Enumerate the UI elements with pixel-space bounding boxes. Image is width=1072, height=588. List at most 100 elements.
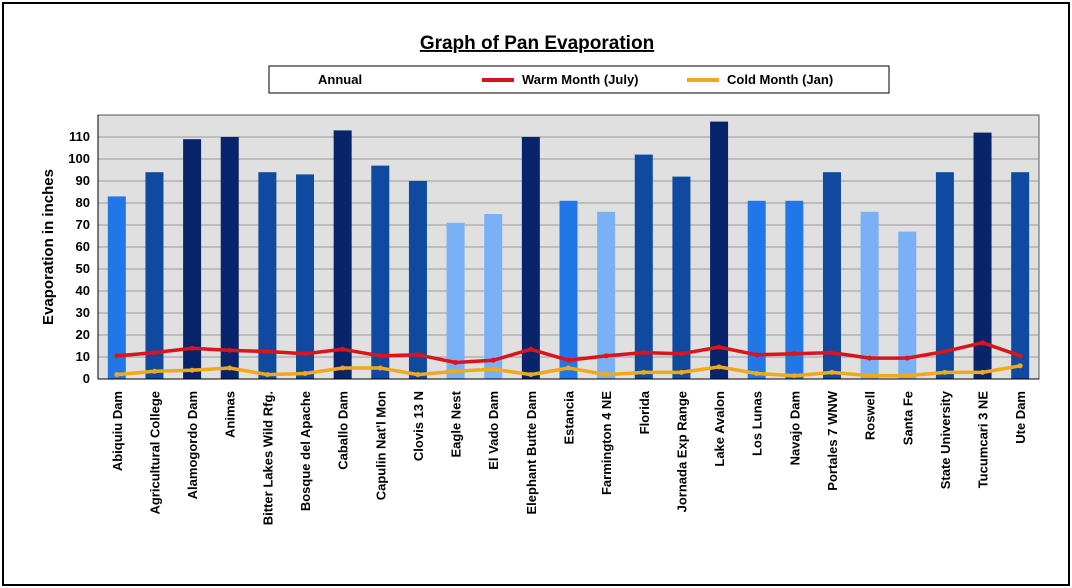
x-tick-labels: Abiquiu Dam Agricultural College Alamogord… bbox=[110, 390, 1028, 525]
point-warm-month bbox=[566, 357, 571, 363]
y-axis-label: Evaporation in inches bbox=[40, 169, 57, 325]
y-tick-label: 90 bbox=[76, 173, 90, 188]
point-warm-month bbox=[754, 352, 760, 358]
pan-evaporation-chart: Graph of Pan Evaporation Annual Warm Mon… bbox=[40, 33, 1040, 525]
bar-annual bbox=[408, 181, 427, 379]
point-cold-month bbox=[603, 372, 609, 378]
legend-label-warm: Warm Month (July) bbox=[522, 72, 639, 87]
bar-annual bbox=[446, 222, 465, 379]
point-warm-month bbox=[264, 349, 270, 354]
point-warm-month bbox=[453, 360, 459, 365]
point-warm-month bbox=[302, 351, 308, 357]
x-tick-label: Los Lunas bbox=[750, 391, 765, 456]
x-tick-label: Eagle Nest bbox=[449, 390, 464, 457]
point-cold-month bbox=[189, 367, 195, 373]
x-tick-label: Ute Dam bbox=[1013, 391, 1028, 444]
point-warm-month bbox=[1017, 353, 1023, 359]
x-tick-label: Lake Avalon bbox=[712, 391, 727, 467]
x-tick-label: Portales 7 WNW bbox=[825, 390, 840, 490]
x-tick-label: Estancia bbox=[562, 390, 577, 444]
bar-annual bbox=[935, 172, 954, 379]
bar-annual bbox=[484, 214, 503, 379]
point-cold-month bbox=[490, 366, 496, 372]
point-warm-month bbox=[490, 357, 496, 363]
point-cold-month bbox=[566, 365, 571, 371]
point-cold-month bbox=[340, 365, 346, 371]
bar-annual bbox=[220, 137, 239, 379]
point-cold-month bbox=[754, 371, 760, 376]
point-cold-month bbox=[415, 372, 421, 378]
bar-annual bbox=[145, 172, 164, 379]
bar-annual bbox=[898, 231, 917, 379]
bar-annual bbox=[183, 139, 202, 379]
legend-label-annual: Annual bbox=[318, 72, 362, 87]
point-warm-month bbox=[904, 355, 910, 361]
y-tick-label: 110 bbox=[69, 129, 90, 144]
point-warm-month bbox=[603, 353, 609, 359]
legend-label-cold: Cold Month (Jan) bbox=[727, 72, 833, 87]
point-cold-month bbox=[904, 373, 910, 379]
y-tick-label: 50 bbox=[76, 261, 90, 276]
point-cold-month bbox=[114, 372, 120, 378]
bar-annual bbox=[634, 154, 653, 379]
point-warm-month bbox=[151, 350, 157, 356]
y-tick-label: 0 bbox=[83, 371, 90, 386]
point-cold-month bbox=[678, 369, 684, 375]
point-warm-month bbox=[980, 340, 986, 346]
bar-annual bbox=[710, 121, 729, 379]
x-tick-label: Alamogordo Dam bbox=[185, 391, 200, 499]
x-tick-label: Tucumcari 3 NE bbox=[976, 391, 991, 489]
x-tick-label: Jornada Exp Range bbox=[674, 391, 689, 512]
x-tick-label: Elephant Butte Dam bbox=[524, 391, 539, 515]
x-tick-label: Bosque del Apache bbox=[298, 391, 313, 511]
point-warm-month bbox=[641, 350, 647, 356]
point-cold-month bbox=[641, 369, 647, 375]
point-cold-month bbox=[151, 368, 157, 374]
point-warm-month bbox=[678, 351, 684, 357]
point-cold-month bbox=[942, 369, 948, 375]
x-tick-label: Clovis 13 N bbox=[411, 391, 426, 461]
x-tick-label: Farmington 4 NE bbox=[599, 391, 614, 495]
point-warm-month bbox=[114, 353, 120, 359]
point-warm-month bbox=[942, 349, 948, 354]
bar-annual bbox=[973, 132, 992, 379]
x-tick-label: Agricultural College bbox=[147, 391, 162, 515]
point-warm-month bbox=[867, 355, 873, 361]
y-tick-label: 40 bbox=[76, 283, 90, 298]
bar-annual bbox=[559, 200, 578, 379]
point-cold-month bbox=[302, 371, 308, 376]
x-tick-label: Santa Fe bbox=[900, 391, 915, 445]
point-cold-month bbox=[453, 368, 459, 374]
bar-annual bbox=[672, 176, 691, 379]
point-warm-month bbox=[716, 344, 722, 350]
point-cold-month bbox=[980, 369, 986, 375]
bar-annual bbox=[822, 172, 841, 379]
x-tick-label: Caballo Dam bbox=[336, 391, 351, 470]
point-cold-month bbox=[377, 365, 383, 371]
y-tick-label: 30 bbox=[76, 305, 90, 320]
point-warm-month bbox=[340, 346, 346, 352]
x-tick-label: Roswell bbox=[863, 391, 878, 440]
line-series bbox=[114, 340, 1023, 379]
x-tick-label: Animas bbox=[223, 391, 238, 438]
y-tick-label: 80 bbox=[76, 195, 90, 210]
bar-annual bbox=[371, 165, 390, 379]
y-tick-labels: 0 10 20 30 40 50 60 70 80 90 100 110 bbox=[68, 129, 90, 386]
point-cold-month bbox=[791, 373, 797, 379]
point-warm-month bbox=[189, 345, 195, 351]
bar-annual bbox=[747, 200, 766, 379]
bar-annual bbox=[296, 174, 315, 379]
legend: Annual Warm Month (July) Cold Month (Jan… bbox=[268, 65, 890, 94]
x-tick-label: El Vado Dam bbox=[486, 391, 501, 470]
bar-annual bbox=[333, 130, 352, 379]
y-tick-label: 20 bbox=[76, 327, 90, 342]
bars bbox=[107, 121, 1030, 379]
point-cold-month bbox=[264, 372, 270, 378]
bar-annual bbox=[1011, 172, 1030, 379]
y-tick-label: 100 bbox=[68, 151, 90, 166]
point-cold-month bbox=[528, 372, 534, 378]
y-tick-label: 10 bbox=[76, 349, 90, 364]
point-warm-month bbox=[829, 350, 835, 356]
x-tick-label: Florida bbox=[637, 390, 652, 434]
bar-annual bbox=[860, 211, 879, 379]
